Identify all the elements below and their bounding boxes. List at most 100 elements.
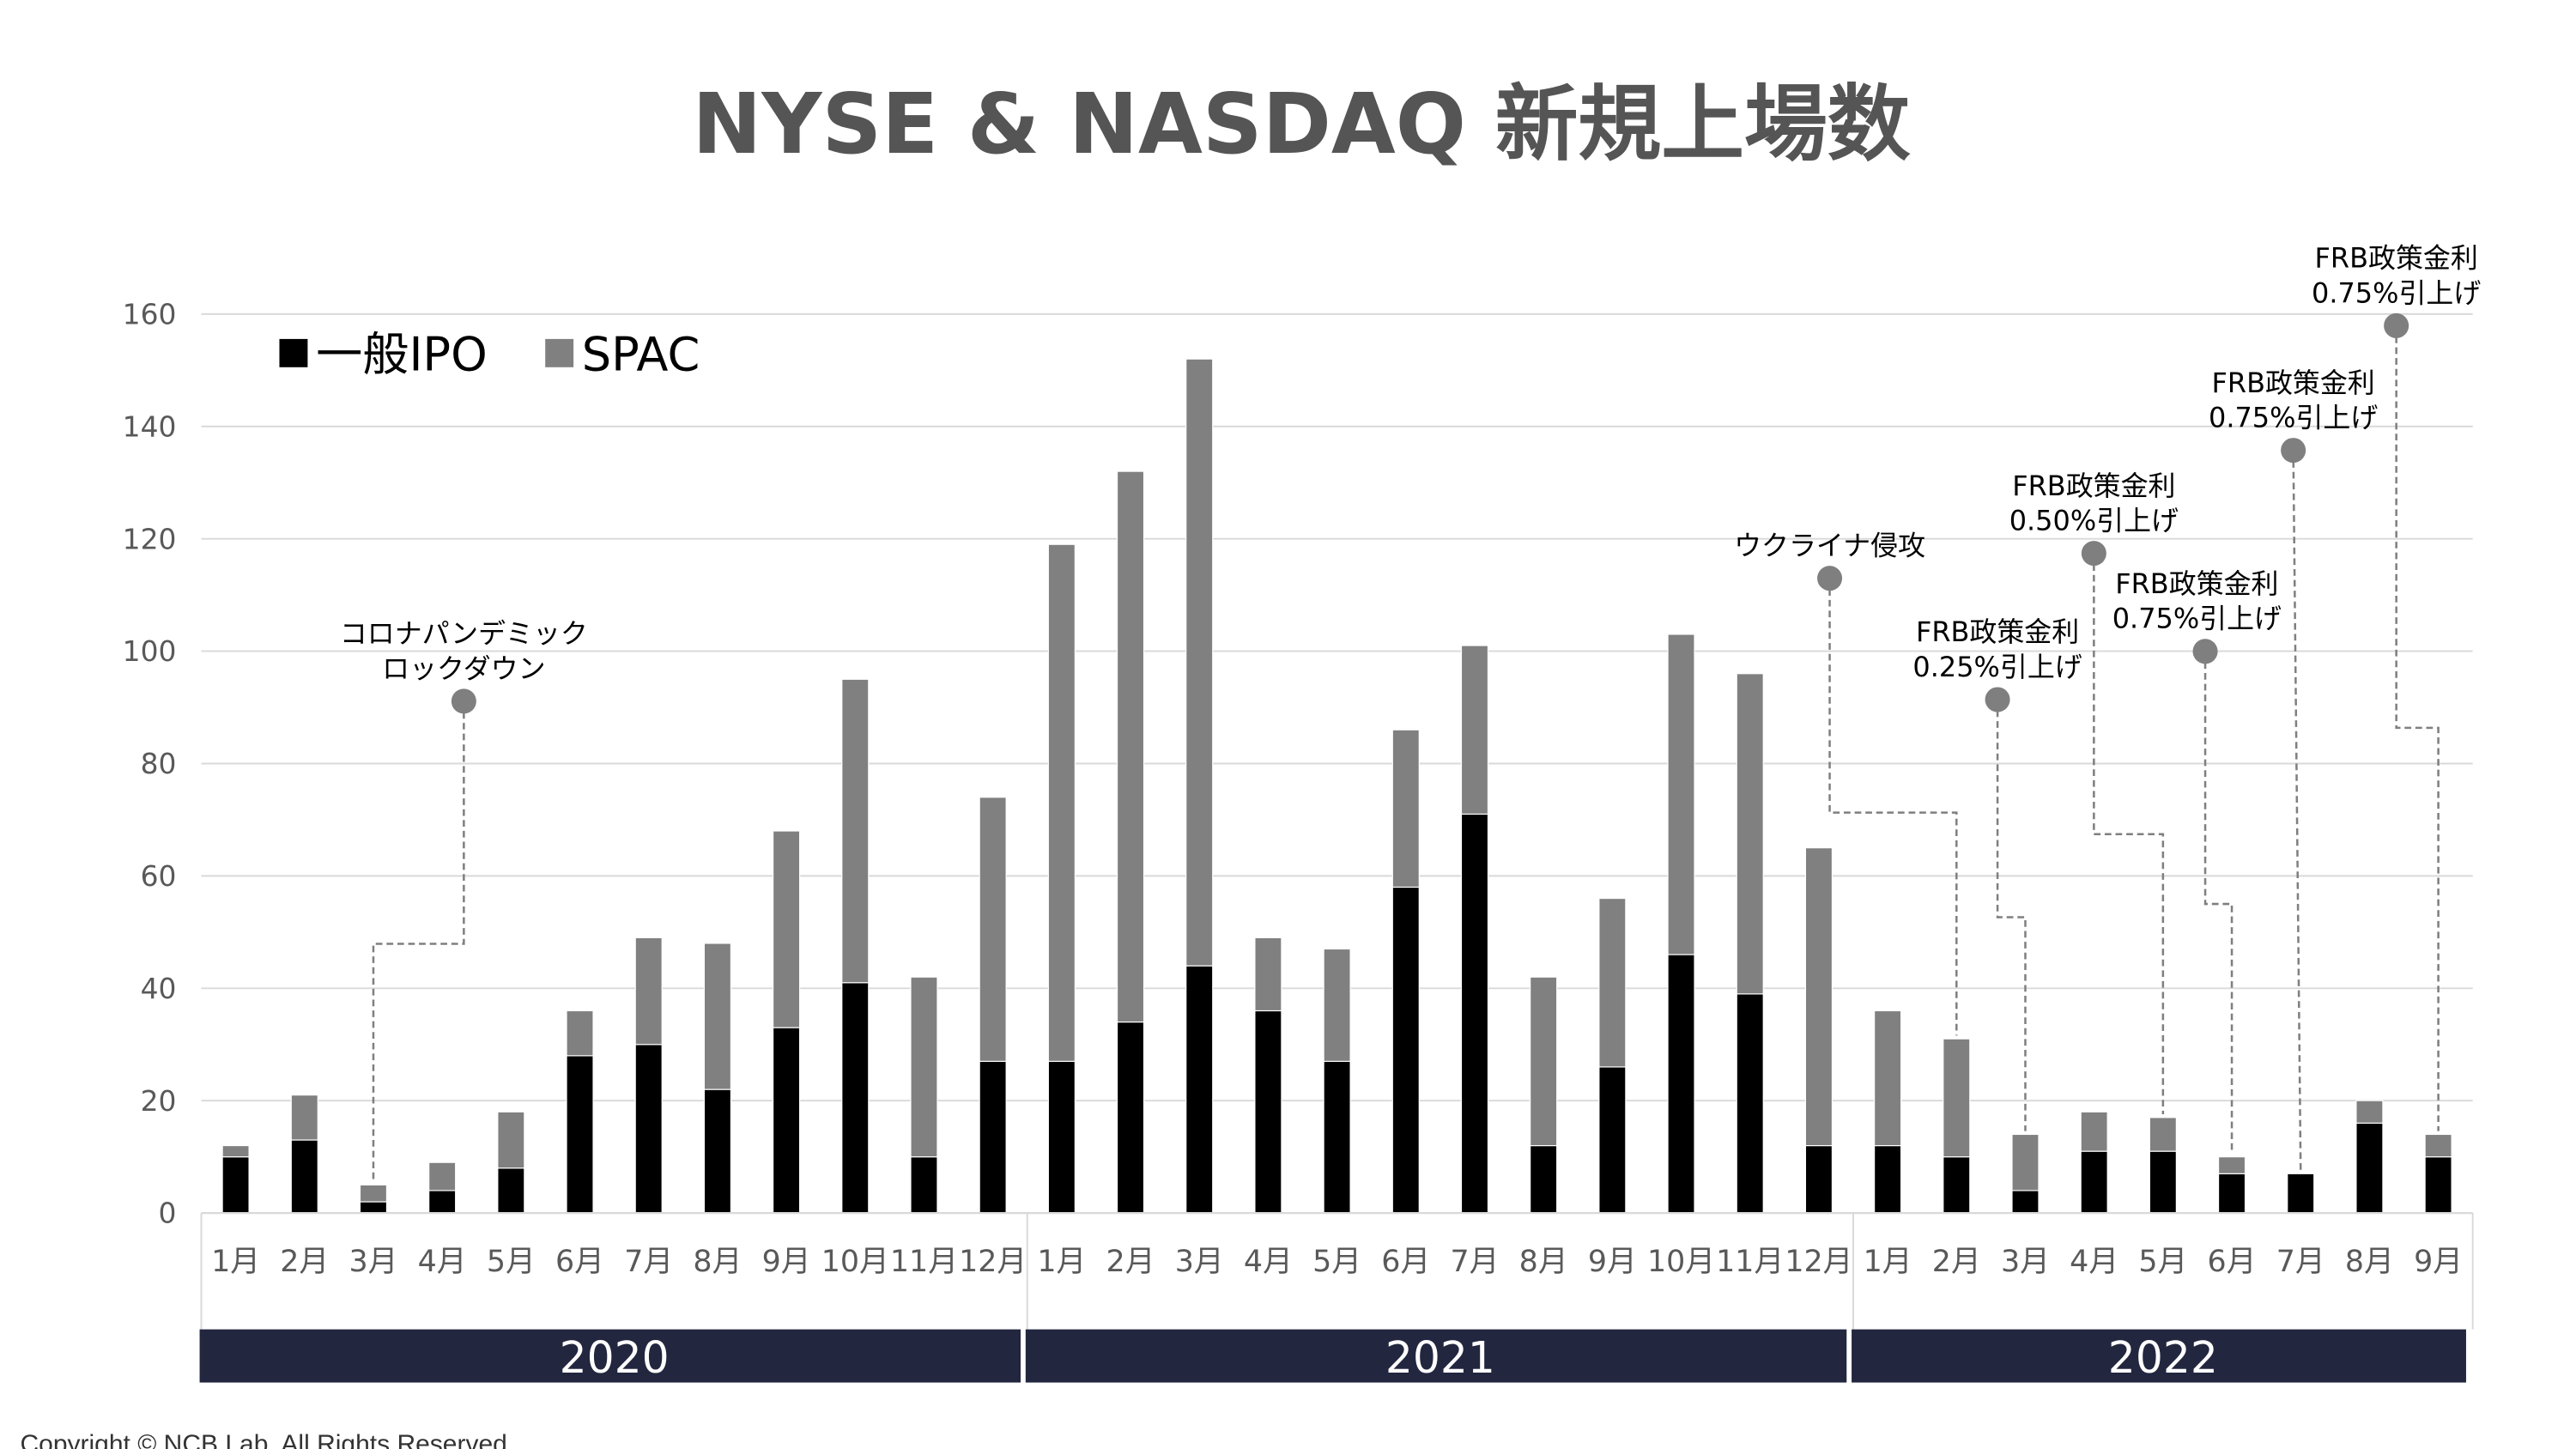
bar-ipo	[1391, 886, 1420, 1214]
legend-swatch-ipo	[279, 338, 308, 367]
x-tick-label: 5月	[2138, 1245, 2187, 1279]
year-bands: 2020 2021 2022	[199, 1329, 2466, 1383]
bar-ipo	[2217, 1173, 2246, 1214]
y-axis-ticks: 0 20 40 60 80 100 120 140 160	[123, 297, 177, 1229]
year-band	[1852, 1329, 2466, 1383]
legend-label-ipo: 一般IPO	[316, 328, 488, 382]
x-tick-label: 12月	[1785, 1245, 1852, 1279]
annotation-label: FRB政策金利	[1916, 615, 2079, 648]
bar-ipo	[1874, 1144, 1902, 1214]
annotation-label: FRB政策金利	[2315, 242, 2478, 275]
x-tick-label: 5月	[1312, 1245, 1361, 1279]
bar-spac	[2217, 1156, 2246, 1174]
x-tick-label: 8月	[1519, 1245, 1568, 1279]
x-tick-label: 1月	[211, 1245, 260, 1279]
bar-ipo	[1047, 1060, 1076, 1214]
x-tick-label: 10月	[821, 1245, 889, 1279]
bar-ipo	[634, 1044, 663, 1214]
annotation-label: 0.25%引上げ	[1912, 651, 2082, 683]
x-tick-label: 6月	[2208, 1245, 2257, 1279]
copyright: Copyright © NCB Lab. All Rights Reserved	[21, 1430, 507, 1449]
annotation-leader-line	[2093, 553, 2165, 1114]
y-tick-label: 20	[141, 1084, 177, 1118]
annotation-marker	[451, 688, 476, 714]
bar-spac	[1185, 358, 1214, 967]
bar-spac	[2149, 1117, 2177, 1152]
x-tick-label: 9月	[2414, 1245, 2463, 1279]
bar-ipo	[1116, 1021, 1145, 1214]
legend: 一般IPO SPAC	[279, 328, 700, 382]
bar-ipo	[1804, 1144, 1833, 1214]
x-axis: 1月 2月 3月 4月 5月 6月 7月 8月 9月 10月 11月 12月 1月 2月 3月 4月 5月 6月 7…	[200, 1211, 2474, 1330]
x-tick-label: 1月	[1037, 1245, 1086, 1279]
x-tick-label: 5月	[487, 1245, 536, 1279]
annotation-leader-line	[2203, 651, 2234, 1154]
year-band	[199, 1329, 1021, 1383]
x-tick-label: 8月	[2345, 1245, 2394, 1279]
bar-spac	[497, 1111, 525, 1169]
bar-ipo	[497, 1167, 525, 1214]
bar-spac	[1598, 897, 1627, 1068]
bar-ipo	[1530, 1144, 1558, 1214]
annotation-leader-line	[2395, 325, 2440, 1131]
bar-ipo	[1598, 1066, 1627, 1214]
y-tick-label: 40	[141, 972, 177, 1005]
bar-ipo	[979, 1060, 1007, 1214]
bar-spac	[1047, 543, 1076, 1062]
x-tick-label: 8月	[693, 1245, 742, 1279]
bar-ipo	[2149, 1150, 2177, 1214]
x-tick-label: 7月	[1450, 1245, 1499, 1279]
bar-spac	[1116, 470, 1145, 1023]
bar-spac	[2080, 1111, 2108, 1152]
annotation-label: FRB政策金利	[2115, 567, 2278, 600]
bar-ipo	[841, 982, 870, 1214]
chart-title: NYSE & NASDAQ 新規上場数	[692, 76, 1910, 173]
x-tick-label: 4月	[1244, 1245, 1293, 1279]
bar-ipo	[1460, 813, 1489, 1214]
bar-ipo	[2355, 1122, 2384, 1214]
bar-ipo	[2287, 1173, 2315, 1214]
x-tick-label: 2月	[1106, 1245, 1155, 1279]
annotation-label: 0.75%引上げ	[2209, 401, 2378, 433]
y-tick-label: 80	[141, 747, 177, 780]
year-band	[1025, 1329, 1847, 1383]
year-label: 2021	[1385, 1332, 1495, 1383]
bar-spac	[910, 976, 938, 1158]
bar-spac	[1530, 976, 1558, 1147]
bar-ipo	[1323, 1060, 1351, 1214]
annotation-marker	[2081, 541, 2106, 567]
y-tick-label: 0	[159, 1197, 177, 1230]
bar-spac	[634, 937, 663, 1046]
bar-ipo	[1254, 1009, 1282, 1214]
annotation-marker	[2384, 312, 2409, 338]
y-tick-label: 60	[141, 859, 177, 893]
annotation-leader-line	[1996, 699, 2027, 1131]
legend-swatch-spac	[545, 338, 574, 367]
x-tick-label: 4月	[2070, 1245, 2118, 1279]
bar-ipo	[1943, 1156, 1971, 1214]
bar-ipo	[2011, 1190, 2040, 1214]
annotation-marker	[1817, 566, 1843, 591]
annotation-label: 0.75%引上げ	[2312, 276, 2481, 309]
year-label: 2020	[560, 1332, 670, 1383]
bar-spac	[1943, 1038, 1971, 1158]
bar-spac	[1874, 1009, 1902, 1147]
bar-spac	[428, 1161, 457, 1191]
annotation-label: FRB政策金利	[2212, 367, 2375, 399]
bar-spac	[290, 1094, 318, 1141]
bar-ipo	[221, 1156, 250, 1214]
bar-ipo	[290, 1139, 318, 1214]
annotation-label: 0.50%引上げ	[2009, 505, 2179, 537]
y-tick-label: 140	[123, 409, 177, 443]
annotation-marker	[1985, 687, 2010, 712]
annotation-marker	[2192, 639, 2218, 664]
bar-spac	[1391, 729, 1420, 888]
bar-spac	[841, 678, 870, 984]
bar-spac	[1667, 634, 1695, 955]
bar-spac	[1323, 948, 1351, 1062]
annotation-label: コロナパンデミック	[340, 617, 588, 650]
x-tick-label: 11月	[1716, 1245, 1784, 1279]
x-tick-label: 3月	[1175, 1245, 1224, 1279]
gridlines	[201, 312, 2473, 1102]
